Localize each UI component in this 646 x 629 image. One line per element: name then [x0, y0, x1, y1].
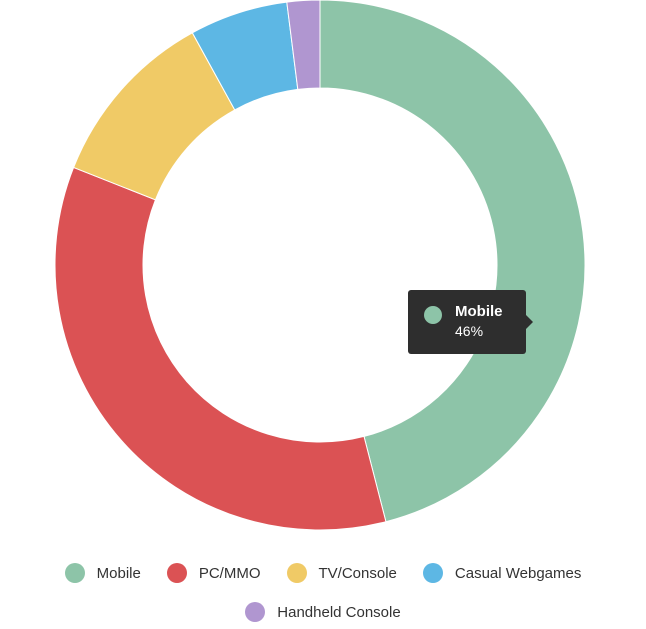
legend-item[interactable]: Mobile [64, 562, 141, 584]
legend-item[interactable]: Casual Webgames [422, 562, 582, 584]
legend-item[interactable]: PC/MMO [166, 562, 261, 584]
tooltip-name: Mobile [455, 303, 503, 320]
legend-swatch [245, 602, 266, 622]
legend-swatch [422, 563, 443, 583]
legend-label: Mobile [96, 564, 141, 582]
legend-label: TV/Console [318, 564, 397, 582]
tooltip-value: 46% [455, 323, 484, 339]
legend-swatch [64, 563, 85, 583]
legend-label: Casual Webgames [454, 564, 582, 582]
legend-swatch [286, 563, 307, 583]
legend-item[interactable]: TV/Console [286, 562, 397, 584]
legend: Mobile PC/MMO TV/Console Casual Webgames Han… [23, 562, 623, 623]
legend-label: PC/MMO [198, 564, 261, 582]
donut-slice[interactable] [286, 0, 321, 90]
legend-item[interactable]: Handheld Console [245, 601, 401, 623]
chart [54, 0, 586, 531]
tooltip: Mobile 46% [408, 290, 533, 354]
legend-swatch [166, 563, 187, 583]
donut-slice[interactable] [319, 0, 586, 523]
donut-slice[interactable] [54, 166, 387, 531]
legend-label: Handheld Console [277, 603, 401, 621]
tooltip-dot [424, 306, 442, 324]
